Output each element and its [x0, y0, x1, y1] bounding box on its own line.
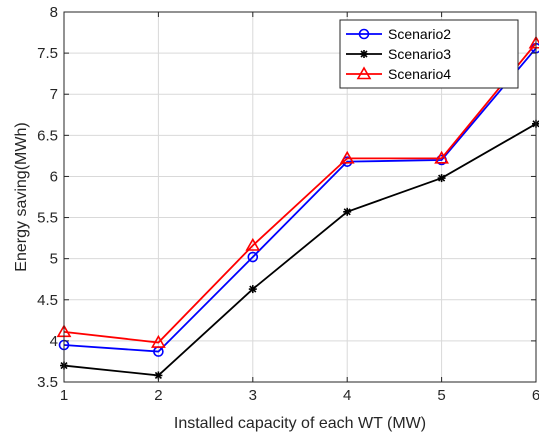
legend-label: Scenario2	[388, 26, 451, 42]
data-point	[437, 174, 446, 183]
data-point	[339, 150, 355, 164]
data-point	[245, 237, 261, 251]
y-tick-label: 6.5	[37, 127, 58, 144]
y-tick-label: 6	[50, 168, 58, 185]
x-tick-label: 2	[154, 387, 162, 404]
y-tick-label: 5.5	[37, 210, 58, 227]
y-tick-label: 7	[50, 86, 58, 103]
data-point	[151, 334, 166, 348]
data-point	[343, 207, 352, 216]
plot-frame	[63, 11, 537, 383]
legend-marker	[360, 50, 368, 58]
legend-item: Scenario4	[346, 66, 451, 82]
y-tick-label: 7.5	[37, 45, 58, 62]
y-tick-label: 4	[50, 333, 58, 350]
legend-label: Scenario4	[388, 66, 451, 82]
y-tick-label: 3.5	[37, 374, 58, 391]
series-line	[63, 42, 537, 344]
y-axis-title: Energy saving(MWh)	[13, 122, 30, 271]
legend-item: Scenario2	[346, 26, 451, 42]
x-tick-label: 3	[249, 387, 257, 404]
x-tick-label: 5	[437, 387, 445, 404]
legend-label: Scenario3	[388, 46, 451, 62]
legend-marker	[356, 66, 372, 80]
x-tick-label: 4	[343, 387, 351, 404]
x-tick-label: 1	[60, 387, 68, 404]
data-point	[248, 285, 257, 294]
data-point	[434, 150, 449, 164]
x-axis-title: Installed capacity of each WT (MW)	[174, 415, 426, 432]
series-line	[63, 123, 537, 377]
series-layer	[56, 35, 539, 380]
y-tick-label: 4.5	[37, 292, 58, 309]
legend-item: Scenario3	[346, 46, 451, 62]
y-tick-label: 8	[50, 4, 58, 21]
series-line	[63, 47, 537, 353]
y-tick-label: 5	[50, 251, 58, 268]
legend: Scenario2 Scenario3 Scenario4	[339, 19, 519, 89]
x-tick-label: 6	[532, 387, 539, 404]
legend-marker	[358, 28, 370, 40]
axis-ticks: 1 2 3 4 5 6 3.5 4 4.5 5 5.5 6 6.5 7 7.5 8	[37, 4, 539, 404]
data-point	[247, 251, 259, 263]
